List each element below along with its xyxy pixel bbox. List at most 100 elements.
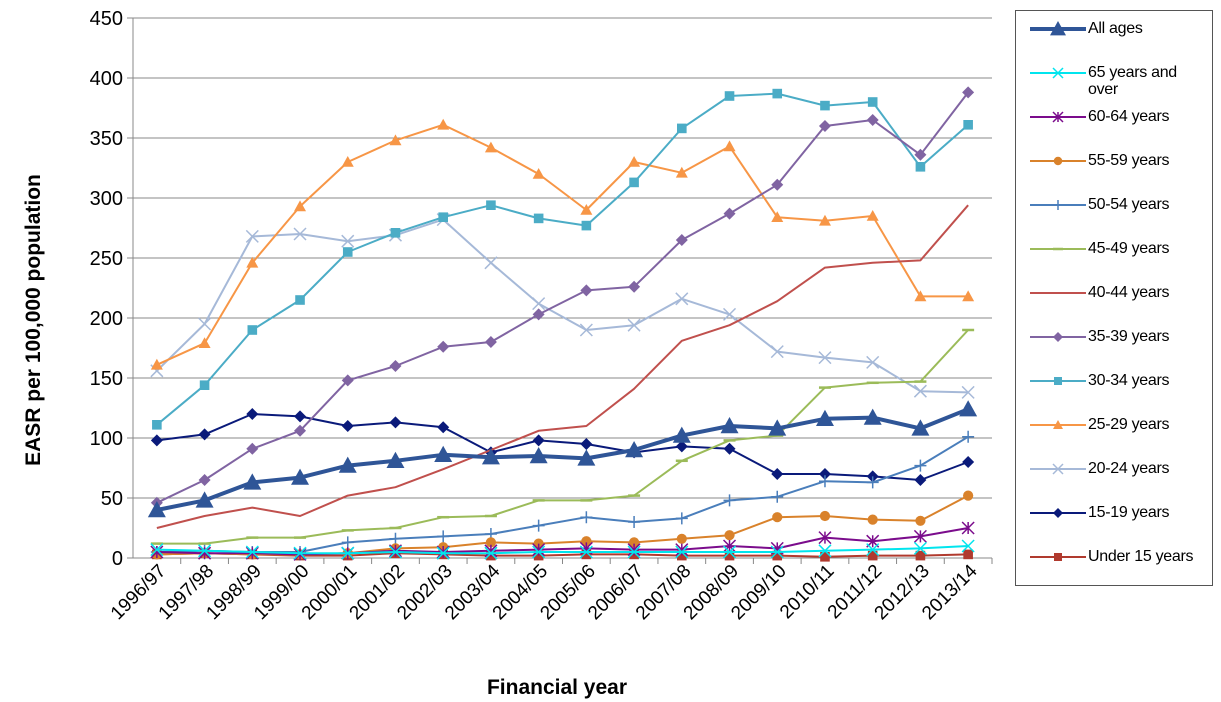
marker [390, 228, 401, 238]
marker [915, 550, 926, 561]
marker [389, 134, 402, 146]
marker [341, 156, 354, 167]
series-line [156, 494, 969, 556]
marker [484, 546, 498, 560]
marker [962, 430, 975, 443]
marker [628, 280, 641, 293]
legend-swatch [1030, 247, 1086, 251]
marker [580, 511, 593, 524]
marker [1053, 332, 1063, 342]
series-line [156, 91, 969, 504]
marker [723, 442, 736, 455]
marker [246, 408, 259, 420]
legend-swatch [1030, 463, 1086, 475]
marker [961, 385, 975, 399]
marker [818, 475, 831, 488]
marker [485, 537, 497, 548]
legend-label: 35-39 years [1088, 328, 1170, 345]
marker [629, 177, 639, 188]
marker [628, 156, 641, 167]
marker [771, 468, 784, 480]
marker [961, 539, 975, 553]
chart: EASR per 100,000 population Financial ye… [22, 8, 993, 699]
marker [1053, 200, 1063, 210]
marker [1053, 508, 1063, 518]
legend-label: 45-49 years [1088, 240, 1170, 257]
legend-swatch [1030, 332, 1086, 342]
marker [245, 229, 259, 243]
marker [722, 307, 737, 321]
marker [722, 545, 737, 559]
marker [150, 545, 164, 559]
marker [770, 345, 784, 359]
legend-swatch [1030, 67, 1086, 79]
marker [341, 234, 355, 248]
marker [720, 417, 739, 434]
y-tick-label: 0 [112, 548, 123, 570]
marker [437, 421, 450, 434]
marker [389, 416, 402, 429]
marker [294, 410, 307, 423]
marker [195, 491, 214, 508]
y-tick-label: 200 [90, 308, 123, 330]
marker [198, 337, 211, 348]
marker [962, 456, 975, 468]
marker [627, 545, 641, 559]
legend-entry: 20-24 years [1016, 455, 1212, 499]
marker [1054, 553, 1062, 561]
marker [911, 419, 930, 436]
marker [436, 546, 450, 560]
marker [628, 516, 641, 528]
marker [768, 419, 787, 436]
marker [246, 256, 259, 268]
marker [962, 86, 975, 99]
legend-swatch [1030, 553, 1086, 561]
marker [198, 474, 211, 486]
legend-entry: 50-54 years [1016, 191, 1212, 235]
marker [627, 543, 641, 557]
legend-label: 15-19 years [1088, 504, 1170, 521]
marker [1052, 463, 1064, 475]
series-line [156, 204, 969, 529]
marker [959, 400, 978, 417]
marker [914, 474, 927, 486]
legend-entry: 15-19 years [1016, 499, 1212, 543]
marker [818, 531, 832, 545]
marker [437, 118, 450, 130]
legend-label: 20-24 years [1088, 460, 1170, 477]
marker [532, 308, 545, 321]
marker [294, 200, 307, 212]
legend-entry: Under 15 years [1016, 543, 1212, 587]
marker [724, 91, 735, 101]
marker [484, 141, 497, 153]
marker [580, 204, 593, 215]
marker [577, 449, 596, 466]
marker [580, 438, 593, 450]
y-tick-label: 400 [90, 68, 123, 90]
marker [247, 325, 258, 335]
marker [675, 166, 688, 178]
marker [437, 340, 450, 353]
marker [1053, 420, 1063, 429]
legend-label: 55-59 years [1088, 152, 1170, 169]
marker [295, 295, 305, 305]
marker [532, 519, 545, 532]
marker [627, 318, 641, 332]
marker [533, 213, 544, 224]
marker [484, 336, 497, 348]
legend-swatch [1030, 111, 1086, 123]
marker [771, 211, 784, 222]
marker [243, 473, 262, 490]
marker [675, 512, 688, 525]
marker [150, 543, 164, 557]
marker [771, 178, 784, 191]
marker [772, 550, 783, 561]
y-tick-label: 250 [90, 248, 123, 270]
legend: All ages 65 years and over 60-64 years 55-5… [1015, 10, 1213, 586]
marker [815, 409, 834, 426]
marker [675, 545, 689, 559]
marker [342, 247, 353, 257]
marker [913, 384, 927, 398]
marker [677, 123, 687, 134]
legend-swatch [1030, 292, 1086, 294]
